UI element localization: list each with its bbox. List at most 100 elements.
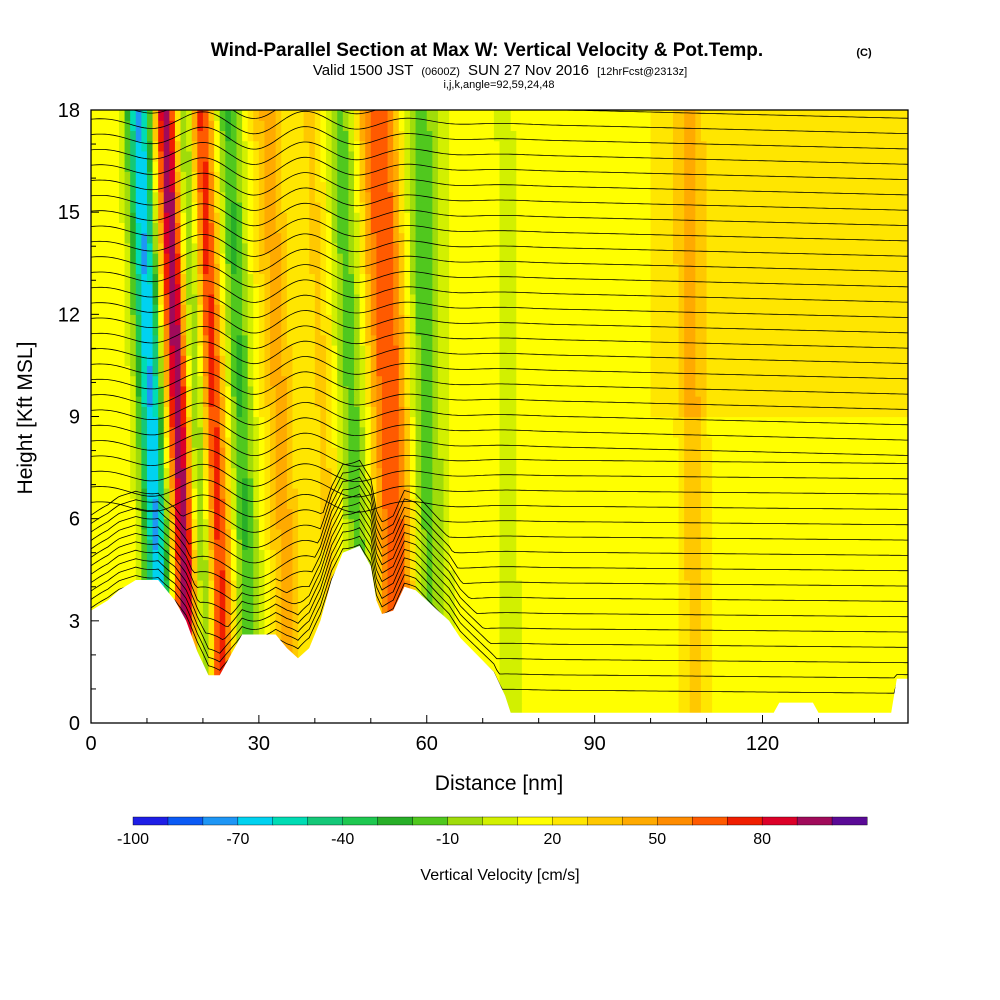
velocity-cell bbox=[124, 365, 131, 377]
velocity-cell bbox=[902, 467, 908, 479]
velocity-cell bbox=[275, 539, 282, 550]
velocity-cell bbox=[202, 477, 210, 489]
velocity-cell bbox=[376, 416, 383, 428]
velocity-cell bbox=[549, 426, 557, 438]
velocity-cell bbox=[275, 477, 282, 489]
velocity-cell bbox=[868, 702, 876, 714]
velocity-cell bbox=[113, 549, 120, 561]
velocity-cell bbox=[219, 447, 226, 458]
velocity-cell bbox=[521, 375, 529, 387]
velocity-cell bbox=[896, 661, 904, 673]
velocity-cell bbox=[734, 692, 741, 704]
velocity-cell bbox=[863, 436, 870, 448]
velocity-cell bbox=[275, 457, 282, 469]
velocity-cell bbox=[320, 457, 327, 469]
velocity-cell bbox=[712, 610, 719, 622]
velocity-cell bbox=[784, 375, 792, 387]
velocity-cell bbox=[146, 396, 154, 407]
velocity-cell bbox=[656, 569, 663, 581]
velocity-cell bbox=[258, 416, 266, 428]
velocity-cell bbox=[443, 385, 450, 397]
velocity-cell bbox=[186, 385, 193, 397]
velocity-cell bbox=[314, 426, 322, 438]
velocity-cell bbox=[460, 426, 467, 438]
velocity-cell bbox=[784, 498, 792, 510]
velocity-cell bbox=[370, 416, 377, 428]
velocity-cell bbox=[902, 416, 908, 428]
velocity-cell bbox=[505, 518, 512, 530]
velocity-cell bbox=[516, 579, 523, 591]
velocity-cell bbox=[236, 396, 243, 407]
velocity-cell bbox=[678, 436, 685, 448]
velocity-cell bbox=[734, 457, 741, 469]
velocity-cell bbox=[611, 436, 618, 448]
velocity-cell bbox=[768, 579, 775, 591]
velocity-cell bbox=[768, 518, 775, 530]
velocity-cell bbox=[656, 702, 663, 714]
velocity-cell bbox=[622, 620, 629, 632]
velocity-cell bbox=[639, 518, 646, 530]
velocity-cell bbox=[499, 549, 506, 561]
velocity-cell bbox=[242, 600, 249, 612]
velocity-cell bbox=[158, 365, 165, 377]
velocity-cell bbox=[505, 396, 512, 407]
velocity-cell bbox=[622, 518, 629, 530]
velocity-cell bbox=[818, 477, 825, 489]
velocity-cell bbox=[477, 498, 484, 510]
velocity-cell bbox=[214, 406, 221, 418]
velocity-cell bbox=[846, 569, 853, 581]
velocity-cell bbox=[773, 559, 780, 571]
velocity-cell bbox=[745, 539, 752, 550]
velocity-cell bbox=[572, 692, 579, 704]
velocity-cell bbox=[275, 436, 282, 448]
velocity-cell bbox=[728, 620, 736, 632]
velocity-cell bbox=[197, 488, 204, 499]
velocity-cell bbox=[236, 467, 243, 479]
velocity-cell bbox=[404, 467, 411, 479]
velocity-cell bbox=[784, 508, 792, 520]
velocity-cell bbox=[91, 590, 98, 601]
velocity-cell bbox=[544, 610, 551, 622]
subtitle-params: i,j,k,angle=92,59,24,48 bbox=[443, 79, 554, 91]
velocity-cell bbox=[661, 457, 668, 469]
velocity-cell bbox=[790, 539, 797, 550]
velocity-cell bbox=[202, 539, 210, 550]
velocity-cell bbox=[158, 528, 165, 540]
velocity-cell bbox=[745, 600, 752, 612]
velocity-cell bbox=[538, 631, 545, 642]
velocity-cell bbox=[896, 539, 904, 550]
velocity-cell bbox=[208, 477, 215, 489]
velocity-cell bbox=[219, 641, 226, 653]
velocity-cell bbox=[460, 549, 467, 561]
velocity-cell bbox=[96, 488, 103, 499]
velocity-cell bbox=[589, 447, 596, 458]
velocity-cell bbox=[874, 651, 881, 663]
velocity-cell bbox=[118, 488, 126, 499]
velocity-cell bbox=[678, 508, 685, 520]
velocity-cell bbox=[354, 518, 361, 530]
velocity-cell bbox=[516, 559, 523, 571]
velocity-cell bbox=[359, 416, 366, 428]
velocity-cell bbox=[516, 620, 523, 632]
velocity-cell bbox=[835, 467, 842, 479]
velocity-cell bbox=[807, 426, 814, 438]
velocity-cell bbox=[874, 447, 881, 458]
velocity-cell bbox=[611, 661, 618, 673]
velocity-cell bbox=[846, 559, 853, 571]
velocity-cell bbox=[902, 406, 908, 418]
velocity-cell bbox=[857, 661, 864, 673]
velocity-cell bbox=[118, 406, 126, 418]
velocity-cell bbox=[745, 692, 752, 704]
velocity-cell bbox=[700, 692, 708, 704]
velocity-cell bbox=[521, 457, 529, 469]
velocity-cell bbox=[488, 375, 495, 387]
velocity-cell bbox=[773, 436, 780, 448]
velocity-cell bbox=[158, 457, 165, 469]
velocity-cell bbox=[768, 682, 775, 693]
velocity-cell bbox=[264, 426, 271, 438]
velocity-cell bbox=[902, 447, 908, 458]
velocity-cell bbox=[393, 549, 400, 561]
velocity-cell bbox=[896, 620, 904, 632]
velocity-cell bbox=[107, 416, 114, 428]
velocity-cell bbox=[270, 559, 277, 571]
